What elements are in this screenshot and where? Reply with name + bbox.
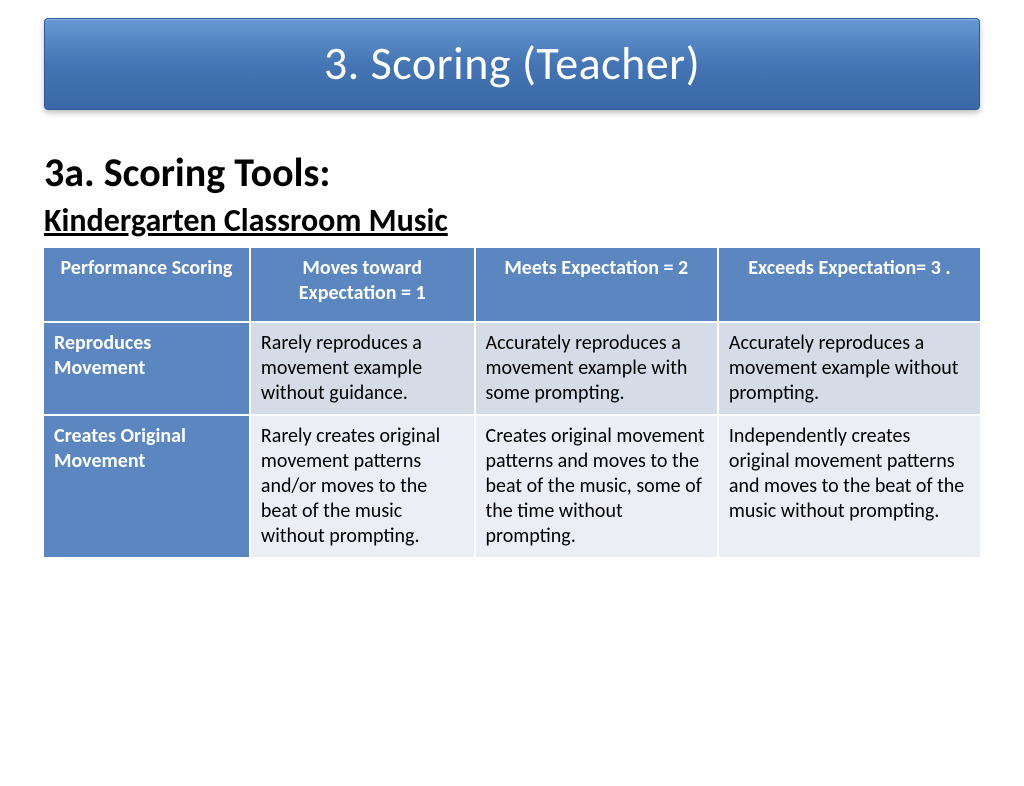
rubric-cell: Rarely reproduces a movement example wit… bbox=[250, 322, 475, 415]
table-row: Reproduces Movement Rarely reproduces a … bbox=[44, 322, 980, 415]
slide-title: 3. Scoring (Teacher) bbox=[324, 36, 700, 92]
rubric-cell: Independently creates original movement … bbox=[718, 415, 980, 557]
slide-title-banner: 3. Scoring (Teacher) bbox=[44, 18, 980, 110]
rubric-cell: Accurately reproduces a movement example… bbox=[718, 322, 980, 415]
rubric-cell: Rarely creates original movement pattern… bbox=[250, 415, 475, 557]
table-header-row: Performance Scoring Moves toward Expecta… bbox=[44, 248, 980, 322]
rubric-cell: Creates original movement patterns and m… bbox=[475, 415, 718, 557]
rubric-cell: Accurately reproduces a movement example… bbox=[475, 322, 718, 415]
col-header: Moves toward Expectation = 1 bbox=[250, 248, 475, 322]
row-label: Reproduces Movement bbox=[44, 322, 250, 415]
section-heading: 3a. Scoring Tools: bbox=[44, 148, 1024, 197]
section-subheading: Kindergarten Classroom Music bbox=[44, 201, 1024, 240]
table-row: Creates Original Movement Rarely creates… bbox=[44, 415, 980, 557]
col-header: Performance Scoring bbox=[44, 248, 250, 322]
row-label: Creates Original Movement bbox=[44, 415, 250, 557]
col-header: Meets Expectation = 2 bbox=[475, 248, 718, 322]
col-header: Exceeds Expectation= 3 . bbox=[718, 248, 980, 322]
rubric-table: Performance Scoring Moves toward Expecta… bbox=[44, 248, 980, 557]
